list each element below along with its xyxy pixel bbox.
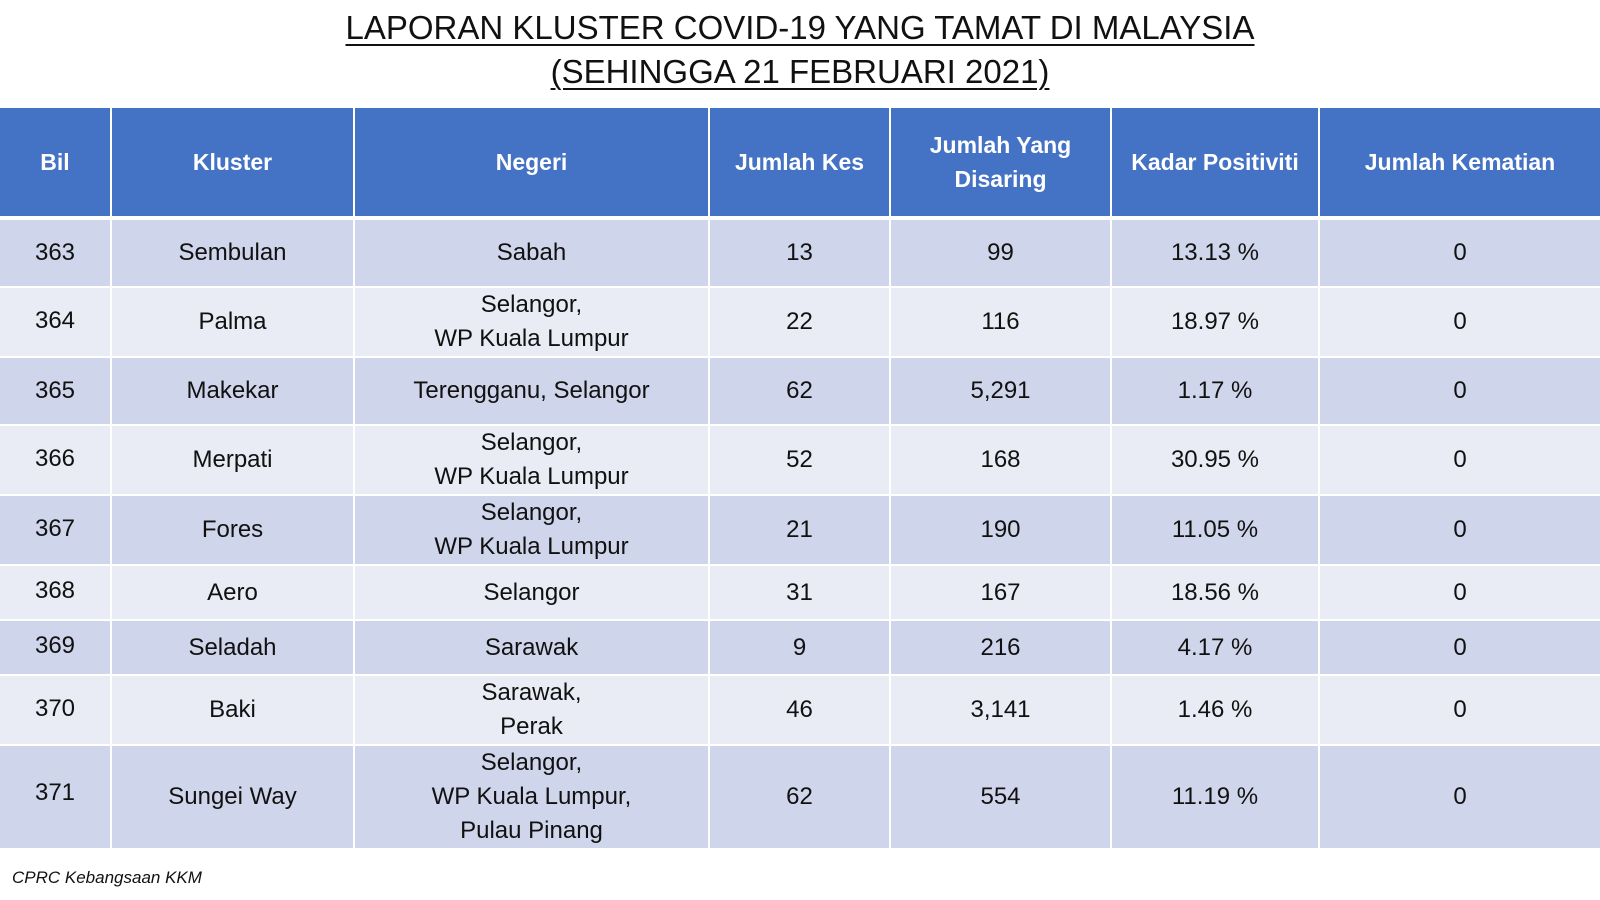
title-line-1: LAPORAN KLUSTER COVID-19 YANG TAMAT DI M… bbox=[0, 6, 1600, 50]
cell-kluster: Seladah bbox=[112, 621, 355, 676]
header-jumlah-kematian: Jumlah Kematian bbox=[1320, 108, 1600, 220]
cell-bil: 365 bbox=[0, 358, 112, 426]
table-row: 369 Seladah Sarawak 9 216 4.17 % 0 bbox=[0, 621, 1600, 676]
cell-negeri: Terengganu, Selangor bbox=[355, 358, 710, 426]
cell-jumlah-kes: 22 bbox=[710, 288, 891, 358]
table-row: 370 Baki Sarawak, Perak 46 3,141 1.46 % … bbox=[0, 676, 1600, 746]
table-row: 368 Aero Selangor 31 167 18.56 % 0 bbox=[0, 566, 1600, 621]
header-bil: Bil bbox=[0, 108, 112, 220]
report-title: LAPORAN KLUSTER COVID-19 YANG TAMAT DI M… bbox=[0, 6, 1600, 94]
table-header-row: Bil Kluster Negeri Jumlah Kes Jumlah Yan… bbox=[0, 108, 1600, 220]
cell-negeri: Selangor bbox=[355, 566, 710, 621]
cell-negeri: Sarawak, Perak bbox=[355, 676, 710, 746]
cell-jumlah-kematian: 0 bbox=[1320, 426, 1600, 496]
cell-kadar-positiviti: 13.13 % bbox=[1112, 220, 1320, 288]
cell-bil: 371 bbox=[0, 746, 112, 850]
table-row: 367 Fores Selangor, WP Kuala Lumpur 21 1… bbox=[0, 496, 1600, 566]
header-kadar-positiviti: Kadar Positiviti bbox=[1112, 108, 1320, 220]
table-row: 363 Sembulan Sabah 13 99 13.13 % 0 bbox=[0, 220, 1600, 288]
cell-jumlah-kes: 21 bbox=[710, 496, 891, 566]
title-line-1-text: LAPORAN KLUSTER COVID-19 YANG TAMAT DI M… bbox=[345, 9, 1255, 46]
header-negeri: Negeri bbox=[355, 108, 710, 220]
cell-jumlah-kes: 46 bbox=[710, 676, 891, 746]
cell-jumlah-disaring: 554 bbox=[891, 746, 1112, 850]
table-row: 366 Merpati Selangor, WP Kuala Lumpur 52… bbox=[0, 426, 1600, 496]
cell-bil: 363 bbox=[0, 220, 112, 288]
source-footer: CPRC Kebangsaan KKM bbox=[12, 868, 202, 887]
cell-jumlah-kematian: 0 bbox=[1320, 288, 1600, 358]
cell-bil: 366 bbox=[0, 426, 112, 496]
cell-kadar-positiviti: 11.05 % bbox=[1112, 496, 1320, 566]
cell-negeri: Sarawak bbox=[355, 621, 710, 676]
cell-kluster: Fores bbox=[112, 496, 355, 566]
table-row: 365 Makekar Terengganu, Selangor 62 5,29… bbox=[0, 358, 1600, 426]
cell-jumlah-disaring: 216 bbox=[891, 621, 1112, 676]
cell-jumlah-kes: 31 bbox=[710, 566, 891, 621]
cell-jumlah-kes: 62 bbox=[710, 358, 891, 426]
cell-jumlah-kes: 9 bbox=[710, 621, 891, 676]
header-jumlah-kes: Jumlah Kes bbox=[710, 108, 891, 220]
cell-jumlah-kematian: 0 bbox=[1320, 496, 1600, 566]
cell-kluster: Palma bbox=[112, 288, 355, 358]
cell-kluster: Merpati bbox=[112, 426, 355, 496]
cell-jumlah-kes: 13 bbox=[710, 220, 891, 288]
cell-negeri: Selangor, WP Kuala Lumpur bbox=[355, 426, 710, 496]
title-line-2-text: (SEHINGGA 21 FEBRUARI 2021) bbox=[550, 53, 1050, 90]
cell-jumlah-kematian: 0 bbox=[1320, 746, 1600, 850]
cell-jumlah-disaring: 116 bbox=[891, 288, 1112, 358]
cluster-table: Bil Kluster Negeri Jumlah Kes Jumlah Yan… bbox=[0, 108, 1600, 850]
cell-kluster: Aero bbox=[112, 566, 355, 621]
header-kluster: Kluster bbox=[112, 108, 355, 220]
cell-negeri: Sabah bbox=[355, 220, 710, 288]
cell-kluster: Baki bbox=[112, 676, 355, 746]
cell-jumlah-disaring: 167 bbox=[891, 566, 1112, 621]
cell-kluster: Makekar bbox=[112, 358, 355, 426]
cell-kadar-positiviti: 1.17 % bbox=[1112, 358, 1320, 426]
cell-kluster: Sungei Way bbox=[112, 746, 355, 850]
cell-jumlah-kematian: 0 bbox=[1320, 676, 1600, 746]
cell-bil: 367 bbox=[0, 496, 112, 566]
cell-kadar-positiviti: 4.17 % bbox=[1112, 621, 1320, 676]
cell-bil: 364 bbox=[0, 288, 112, 358]
cell-negeri: Selangor, WP Kuala Lumpur bbox=[355, 288, 710, 358]
cell-negeri: Selangor, WP Kuala Lumpur bbox=[355, 496, 710, 566]
cell-bil: 368 bbox=[0, 566, 112, 621]
cell-jumlah-disaring: 168 bbox=[891, 426, 1112, 496]
title-line-2: (SEHINGGA 21 FEBRUARI 2021) bbox=[0, 50, 1600, 94]
cell-negeri: Selangor, WP Kuala Lumpur, Pulau Pinang bbox=[355, 746, 710, 850]
cell-jumlah-kematian: 0 bbox=[1320, 621, 1600, 676]
cell-kadar-positiviti: 18.97 % bbox=[1112, 288, 1320, 358]
table-row: 371 Sungei Way Selangor, WP Kuala Lumpur… bbox=[0, 746, 1600, 850]
cell-kluster: Sembulan bbox=[112, 220, 355, 288]
header-jumlah-disaring: Jumlah Yang Disaring bbox=[891, 108, 1112, 220]
cell-jumlah-kematian: 0 bbox=[1320, 358, 1600, 426]
cell-jumlah-kematian: 0 bbox=[1320, 220, 1600, 288]
table-row: 364 Palma Selangor, WP Kuala Lumpur 22 1… bbox=[0, 288, 1600, 358]
cell-jumlah-disaring: 5,291 bbox=[891, 358, 1112, 426]
cell-kadar-positiviti: 30.95 % bbox=[1112, 426, 1320, 496]
cell-jumlah-kes: 52 bbox=[710, 426, 891, 496]
cell-jumlah-disaring: 99 bbox=[891, 220, 1112, 288]
cell-kadar-positiviti: 11.19 % bbox=[1112, 746, 1320, 850]
cell-jumlah-disaring: 3,141 bbox=[891, 676, 1112, 746]
cell-kadar-positiviti: 18.56 % bbox=[1112, 566, 1320, 621]
cell-jumlah-disaring: 190 bbox=[891, 496, 1112, 566]
cell-jumlah-kematian: 0 bbox=[1320, 566, 1600, 621]
cell-bil: 370 bbox=[0, 676, 112, 746]
cell-bil: 369 bbox=[0, 621, 112, 676]
cell-kadar-positiviti: 1.46 % bbox=[1112, 676, 1320, 746]
cell-jumlah-kes: 62 bbox=[710, 746, 891, 850]
